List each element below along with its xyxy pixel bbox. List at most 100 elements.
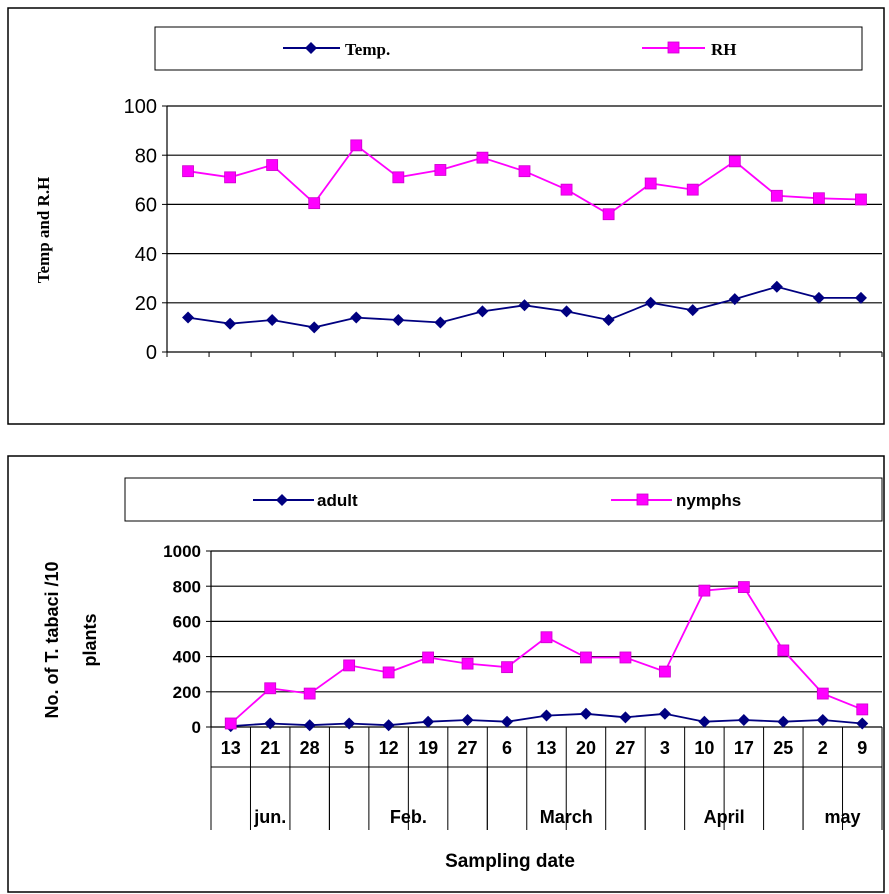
data-point-square	[602, 208, 615, 221]
data-point-diamond	[728, 293, 741, 306]
x-category-label: 13	[536, 738, 556, 758]
x-group-label: may	[825, 807, 861, 827]
data-point-diamond	[264, 717, 277, 730]
x-category-label: 6	[502, 738, 512, 758]
data-point-diamond	[856, 717, 869, 730]
data-point-diamond	[476, 305, 489, 318]
bottom-series	[224, 581, 869, 733]
bottom-x-category-table: 13 21 28 5 12 19 27 6 13 20 27 3 10 17 25 2 9 jun. Feb. Mar…	[210, 738, 883, 830]
bottom-x-axis-title: Sampling date	[445, 851, 575, 872]
data-point-diamond	[737, 713, 750, 726]
x-category-label: 17	[734, 738, 754, 758]
top-axes	[162, 105, 883, 357]
data-point-diamond	[382, 719, 395, 732]
x-category-label: 5	[344, 738, 354, 758]
data-point-diamond	[812, 291, 825, 304]
data-point-square	[777, 644, 790, 657]
x-category-label: 9	[857, 738, 867, 758]
data-point-square	[224, 171, 236, 184]
bottom-y-axis-title-line1: No. of T. tabaci /10	[42, 561, 62, 718]
bottom-legend-nymphs-label: nymphs	[676, 491, 741, 510]
y-tick-label: 400	[173, 648, 201, 667]
x-category-label: 27	[458, 738, 478, 758]
x-group-label: jun.	[253, 807, 286, 827]
data-point-square	[264, 682, 277, 695]
top-legend-temp-label: Temp.	[345, 40, 390, 59]
data-point-square	[266, 159, 279, 171]
data-point-diamond	[343, 717, 356, 730]
data-point-diamond	[224, 317, 237, 330]
y-tick-label: 60	[135, 195, 157, 217]
x-group-label: April	[704, 807, 745, 827]
data-point-diamond	[461, 713, 474, 726]
data-point-diamond	[619, 711, 632, 724]
data-point-diamond	[579, 707, 592, 720]
data-point-square	[659, 665, 671, 678]
data-point-square	[461, 657, 474, 670]
x-category-label: 25	[773, 738, 793, 758]
data-point-square	[698, 584, 711, 597]
bottom-chart-legend: adult nymphs	[124, 477, 883, 522]
x-category-label: 19	[418, 738, 438, 758]
data-point-square	[434, 164, 447, 176]
x-category-label: 21	[260, 738, 280, 758]
temp-legend-marker	[305, 42, 317, 54]
data-point-square	[476, 151, 489, 164]
data-point-square	[182, 165, 194, 178]
data-point-square	[382, 666, 395, 679]
y-tick-label: 600	[173, 613, 201, 632]
data-point-square	[308, 197, 321, 210]
rh-legend-marker	[667, 41, 680, 54]
nymphs-legend-marker	[636, 493, 649, 506]
data-point-diamond	[686, 304, 699, 317]
top-series	[182, 139, 867, 334]
data-point-square	[813, 192, 825, 205]
data-point-diamond	[644, 296, 657, 309]
data-point-square	[770, 189, 783, 202]
x-category-label: 2	[818, 738, 828, 758]
x-category-label: 3	[660, 738, 670, 758]
top-y-tick-labels: 0 20 40 60 80 100	[124, 96, 157, 364]
data-point-square	[518, 165, 531, 178]
data-point-diamond	[501, 715, 514, 728]
y-tick-label: 40	[135, 244, 157, 266]
data-point-square	[856, 703, 869, 716]
data-point-diamond	[266, 314, 279, 327]
data-point-square	[422, 651, 434, 664]
data-point-square	[686, 183, 699, 196]
y-tick-label: 0	[192, 718, 201, 737]
data-point-diamond	[392, 314, 405, 327]
data-point-diamond	[518, 299, 531, 312]
data-point-square	[224, 717, 237, 730]
data-point-diamond	[602, 314, 615, 327]
data-point-square	[855, 193, 867, 206]
data-point-diamond	[816, 713, 829, 726]
top-chart-frame	[7, 7, 885, 425]
x-group-label: March	[540, 807, 593, 827]
data-point-square	[560, 183, 573, 196]
top-y-axis-title: Temp and R.H	[34, 177, 53, 284]
data-point-diamond	[698, 715, 711, 728]
bottom-y-tick-labels: 0 200 400 600 800 1000	[163, 542, 201, 737]
data-point-square	[350, 139, 363, 152]
bottom-gridlines	[211, 550, 882, 693]
data-point-diamond	[770, 280, 783, 293]
data-point-diamond	[540, 709, 553, 722]
data-point-square	[737, 581, 750, 593]
bottom-chart-frame	[7, 455, 885, 893]
data-point-square	[303, 687, 316, 700]
y-tick-label: 100	[124, 96, 157, 118]
data-point-diamond	[434, 316, 447, 329]
data-point-square	[501, 661, 513, 674]
y-tick-label: 1000	[163, 542, 201, 561]
data-point-diamond	[422, 715, 435, 728]
y-tick-label: 0	[146, 342, 157, 364]
data-point-diamond	[854, 291, 867, 304]
data-point-diamond	[182, 311, 195, 324]
x-category-label: 28	[300, 738, 320, 758]
data-point-square	[816, 687, 829, 700]
data-point-square	[392, 171, 405, 184]
data-point-diamond	[658, 707, 671, 720]
x-category-label: 13	[221, 738, 241, 758]
